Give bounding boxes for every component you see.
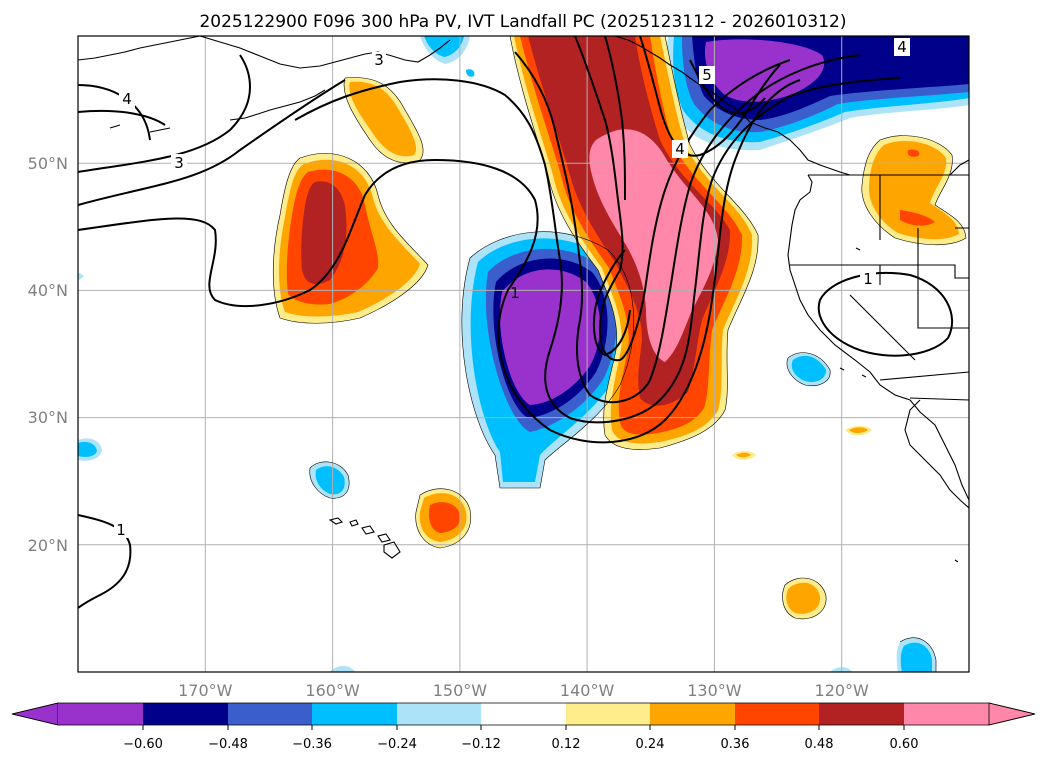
pv-contour xyxy=(639,36,781,157)
colorbar-segment xyxy=(228,703,312,725)
colorbar-segment xyxy=(735,703,819,725)
colorbar-label: −0.60 xyxy=(123,737,163,752)
colorbar: −0.60 −0.48 −0.36 −0.24 −0.12 0.12 0.24 … xyxy=(11,702,1036,752)
pv-contour-labels: 4 3 4 3 5 4 1 1 1 xyxy=(114,38,910,539)
map-area: 4 3 4 3 5 4 1 1 1 xyxy=(77,35,970,673)
lon-label-170w: 170°W xyxy=(178,681,233,700)
pv-high-small xyxy=(344,77,966,619)
colorbar-label: 0.48 xyxy=(805,737,834,752)
pv-contour xyxy=(78,54,251,173)
map-frame xyxy=(77,35,970,673)
colorbar-label: −0.48 xyxy=(208,737,248,752)
colorbar-segment xyxy=(58,703,143,725)
pv-high-ridge xyxy=(510,36,759,450)
colorbar-segment xyxy=(904,703,989,725)
colorbar-label: −0.24 xyxy=(377,737,417,752)
pv-contour xyxy=(78,79,801,444)
alaska-coast xyxy=(78,36,451,133)
colorbar-segment xyxy=(397,703,481,725)
contour-label: 5 xyxy=(702,66,712,84)
pv-contour xyxy=(294,77,901,424)
pv-contour xyxy=(78,514,132,609)
hawaii xyxy=(328,517,401,559)
colorbar-label: −0.12 xyxy=(461,737,501,752)
lon-label-140w: 140°W xyxy=(560,681,615,700)
pv-contours xyxy=(78,36,954,609)
colorbar-segment xyxy=(481,703,566,725)
colorbar-segment xyxy=(650,703,735,725)
contour-label: 3 xyxy=(174,154,184,172)
pv-contour xyxy=(78,79,346,206)
colorbar-segment xyxy=(566,703,650,725)
lon-label-150w: 150°W xyxy=(433,681,488,700)
lon-label-130w: 130°W xyxy=(687,681,742,700)
colorbar-segment xyxy=(143,703,228,725)
colorbar-label: 0.24 xyxy=(636,737,665,752)
colorbar-label: 0.60 xyxy=(890,737,919,752)
chart-title: 2025122900 F096 300 hPa PV, IVT Landfall… xyxy=(199,12,846,32)
contour-label: 1 xyxy=(116,521,126,539)
pv-low-small xyxy=(78,36,936,672)
contour-label: 1 xyxy=(863,270,873,288)
lon-label-160w: 160°W xyxy=(305,681,360,700)
colorbar-label: 0.12 xyxy=(552,737,581,752)
lat-label-30n: 30°N xyxy=(28,408,68,427)
colorbar-label: 0.36 xyxy=(721,737,750,752)
colorbar-label: −0.36 xyxy=(292,737,332,752)
pv-contour xyxy=(514,51,861,404)
gridlines xyxy=(78,36,969,672)
colorbar-outline xyxy=(11,702,1036,726)
contour-label: 4 xyxy=(122,90,132,108)
contour-label: 4 xyxy=(897,38,907,56)
lat-label-50n: 50°N xyxy=(28,154,68,173)
pv-high-west xyxy=(273,153,428,324)
contour-label: 3 xyxy=(374,51,384,69)
contour-label: 4 xyxy=(675,140,685,158)
pv-contour xyxy=(592,36,631,357)
contour-label: 1 xyxy=(510,284,520,302)
pacific-islands xyxy=(839,247,959,563)
colorbar-ticks xyxy=(142,725,905,730)
baja-coast xyxy=(904,399,969,509)
pv-contour xyxy=(689,59,766,115)
us-borders xyxy=(790,174,969,401)
colorbar-segment xyxy=(819,703,904,725)
colorbar-extend-low xyxy=(11,702,59,726)
lon-label-120w: 120°W xyxy=(815,681,870,700)
pv-contour xyxy=(78,109,166,126)
colorbar-segment xyxy=(312,703,397,725)
pv-low-north xyxy=(666,36,969,151)
lat-label-20n: 20°N xyxy=(28,536,68,555)
lat-labels: 50°N 40°N 30°N 20°N xyxy=(28,154,68,555)
lat-label-40n: 40°N xyxy=(28,281,68,300)
colorbar-extend-high xyxy=(988,702,1036,726)
coastlines xyxy=(78,36,969,563)
lon-labels: 170°W 160°W 150°W 140°W 130°W 120°W xyxy=(178,681,869,700)
